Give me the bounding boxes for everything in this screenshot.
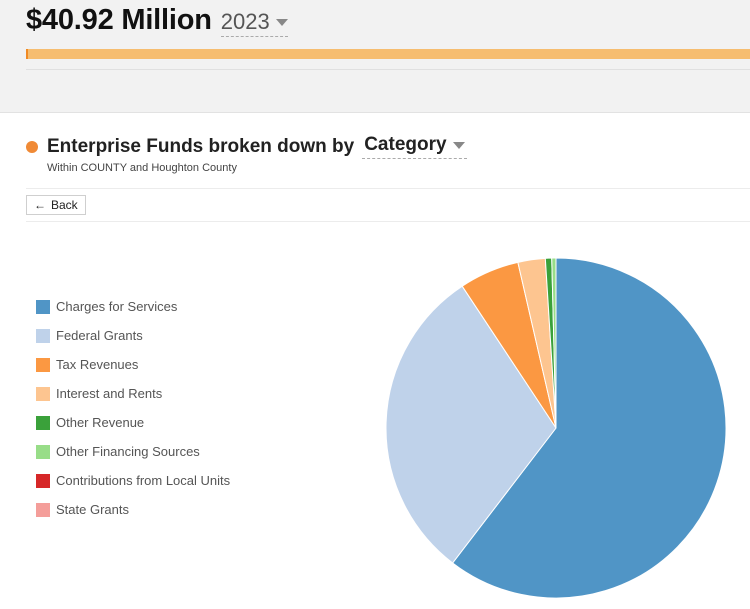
divider [26,69,750,70]
summary-band: $40.92 Million 2023 [0,0,750,113]
category-dropdown[interactable]: Category [362,134,467,159]
section-subtitle: Within COUNTY and Houghton County [47,162,237,174]
legend-label: Other Revenue [56,415,145,430]
pie-chart [385,257,727,599]
legend-swatch [36,444,50,459]
legend-item[interactable]: State Grants [36,495,230,524]
legend-item[interactable]: Contributions from Local Units [36,466,230,495]
legend-swatch [36,328,50,343]
legend-label: Interest and Rents [56,386,163,401]
back-button[interactable]: ← Back [26,195,86,215]
legend-item[interactable]: Tax Revenues [36,350,230,379]
total-amount: $40.92 Million [26,4,212,36]
orange-dot-icon [26,140,38,153]
divider [26,221,750,222]
year-dropdown[interactable]: 2023 [220,9,288,37]
category-value: Category [364,134,447,155]
legend-swatch [36,299,50,314]
legend-label: Other Financing Sources [56,444,200,459]
year-value: 2023 [220,9,270,34]
legend-label: Federal Grants [56,328,143,343]
legend-item[interactable]: Charges for Services [36,292,230,321]
pie-slice[interactable] [551,257,557,429]
legend-swatch [36,473,50,488]
chart-legend: Charges for Services Federal Grants Tax Re… [36,292,230,524]
legend-label: Tax Revenues [56,357,139,372]
section-title: Enterprise Funds broken down by [47,135,355,157]
legend-item[interactable]: Interest and Rents [36,379,230,408]
legend-swatch [36,502,50,517]
chevron-down-icon [452,141,465,149]
amount-bar [26,49,750,59]
chevron-down-icon [275,18,288,26]
legend-item[interactable]: Other Financing Sources [36,437,230,466]
legend-label: Contributions from Local Units [56,473,231,488]
legend-label: State Grants [56,502,129,517]
legend-swatch [36,386,50,401]
section-heading: Enterprise Funds broken down by Category [26,134,467,159]
divider [26,188,750,189]
arrow-left-icon: ← [34,198,46,212]
back-label: Back [51,198,78,212]
legend-swatch [36,415,50,430]
legend-item[interactable]: Other Revenue [36,408,230,437]
pie-slice[interactable] [451,257,727,599]
headline: $40.92 Million 2023 [26,4,288,37]
pie-slice[interactable] [385,285,557,564]
legend-label: Charges for Services [56,299,178,314]
legend-swatch [36,357,50,372]
legend-item[interactable]: Federal Grants [36,321,230,350]
